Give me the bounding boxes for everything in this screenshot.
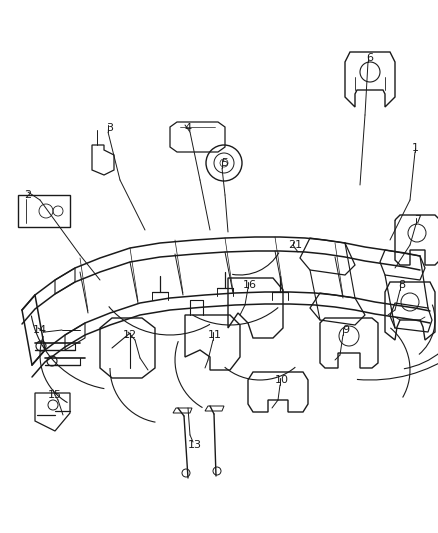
Text: 4: 4 xyxy=(184,123,191,133)
Text: 5: 5 xyxy=(222,158,229,168)
Text: 14: 14 xyxy=(33,325,47,335)
Text: 2: 2 xyxy=(25,190,32,200)
Text: 15: 15 xyxy=(48,390,62,400)
Text: 6: 6 xyxy=(367,53,374,63)
Text: 8: 8 xyxy=(399,280,406,290)
Text: 9: 9 xyxy=(343,325,350,335)
Text: 3: 3 xyxy=(106,123,113,133)
Text: 12: 12 xyxy=(123,330,137,340)
Text: 13: 13 xyxy=(188,440,202,450)
Text: 21: 21 xyxy=(288,240,302,250)
Text: 7: 7 xyxy=(414,215,421,225)
Text: 1: 1 xyxy=(411,143,418,153)
Text: 16: 16 xyxy=(243,280,257,290)
Text: 11: 11 xyxy=(208,330,222,340)
Text: 10: 10 xyxy=(275,375,289,385)
